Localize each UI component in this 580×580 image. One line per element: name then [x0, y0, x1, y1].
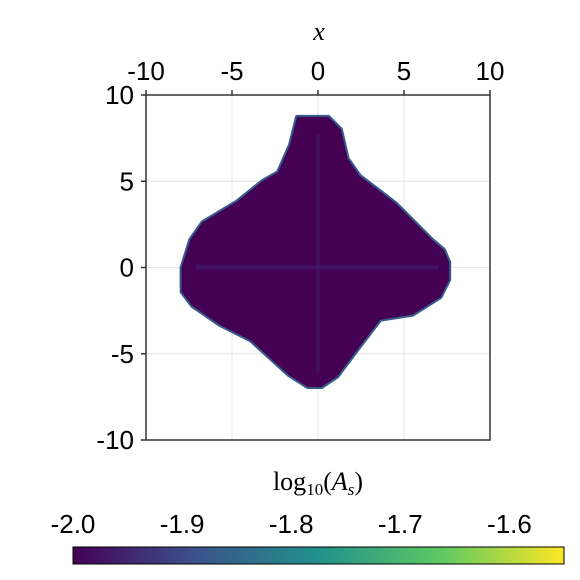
colorbar-label-base: 10: [306, 480, 323, 499]
y-tick-label: -5: [111, 339, 134, 369]
colorbar-tick-label: -2.0: [51, 509, 96, 539]
colorbar-tick-label: -1.9: [160, 509, 205, 539]
x-tick-labels: -10 -5 0 5 10: [127, 56, 504, 86]
x-tick-label: -5: [220, 56, 243, 86]
y-tick-labels: 10 5 0 -5 -10: [96, 80, 134, 455]
colorbar-label-open: (: [323, 467, 332, 496]
x-axis-label: x: [312, 17, 325, 46]
colorbar-tick-label: -1.8: [269, 509, 314, 539]
y-tick-label: 5: [120, 166, 134, 196]
y-tick-label: -10: [96, 425, 134, 455]
colorbar-tick-label: -1.6: [487, 509, 532, 539]
colorbar-label: log10(As): [273, 467, 363, 499]
x-tick-label: 5: [397, 56, 411, 86]
colorbar-tick-label: -1.7: [378, 509, 423, 539]
colorbar-label-func: log: [273, 467, 306, 496]
y-tick-label: 0: [120, 253, 134, 283]
y-tick-label: 10: [105, 80, 134, 110]
colorbar-label-close: ): [354, 467, 363, 496]
colorbar-label-var: A: [330, 467, 348, 496]
x-tick-label: 10: [476, 56, 505, 86]
colorbar: [73, 547, 564, 564]
x-tick-label: 0: [311, 56, 325, 86]
colorbar-tick-labels: -2.0 -1.9 -1.8 -1.7 -1.6: [51, 509, 532, 539]
